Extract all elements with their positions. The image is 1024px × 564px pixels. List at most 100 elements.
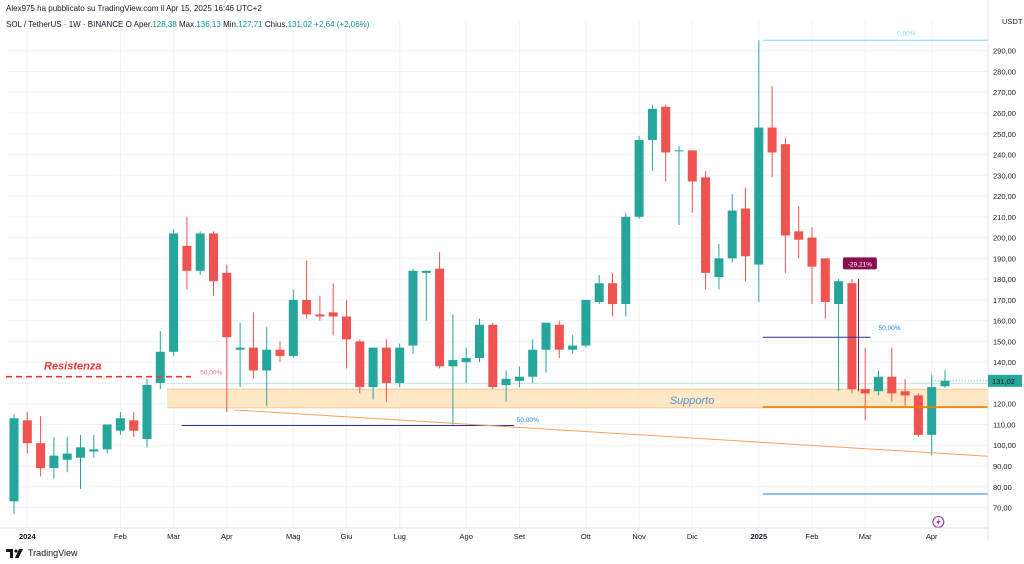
candle (568, 335, 578, 354)
candle (235, 322, 245, 388)
candle (49, 436, 59, 479)
time-tick-label: Feb (114, 532, 127, 541)
price-tick-label: 160,00 (993, 317, 1016, 326)
time-tick-label: Mar (167, 532, 180, 541)
last-price-label: 131,02 (992, 377, 1015, 386)
candle-body (900, 391, 910, 396)
price-axis[interactable]: USDT 290,00 280,00 270,00 260,00 250,00 240,00… (931, 0, 1023, 540)
candle (514, 366, 524, 388)
low-value: 127,71 (238, 20, 263, 29)
candle (368, 347, 378, 400)
candle-body (395, 347, 405, 383)
candle (780, 137, 790, 273)
candle-body (115, 418, 125, 431)
candle (421, 270, 431, 321)
lightning-icon[interactable] (932, 516, 945, 528)
candle-body (661, 106, 671, 153)
candle-body (9, 418, 19, 502)
candle (288, 289, 298, 359)
support-zone (166, 389, 988, 408)
candle (754, 40, 764, 302)
candle-body (847, 283, 857, 390)
candle-body (368, 347, 378, 388)
price-tick-label: 110,00 (993, 420, 1015, 429)
resistance-label: Resistenza (44, 360, 101, 372)
candle-body (222, 272, 232, 338)
candle-body (381, 347, 391, 383)
symbol-legend[interactable]: SOL / TetherUS · 1W · BINANCE O Aper.128… (6, 20, 369, 29)
drawings-back (166, 383, 988, 409)
candle-body (514, 376, 524, 381)
candle (315, 295, 325, 321)
candle-body (315, 314, 325, 317)
candle-body (568, 345, 578, 350)
candle (741, 187, 750, 282)
price-tick-label: 250,00 (993, 130, 1016, 139)
candle (940, 370, 950, 388)
candle-body (76, 447, 85, 458)
price-tick-label: 140,00 (993, 358, 1016, 367)
candle (262, 326, 272, 406)
open-value: 128,38 (152, 20, 177, 29)
candle (381, 339, 391, 402)
candle-body (36, 443, 46, 469)
lightning-bolt (936, 518, 941, 526)
candle (155, 331, 165, 390)
candle-body (634, 139, 644, 217)
price-tick-label: 150,00 (993, 337, 1016, 346)
low-text: Min. (223, 20, 239, 29)
time-tick-label: Nov (632, 532, 646, 541)
candle-body (142, 385, 152, 440)
candle (102, 424, 112, 454)
candles (9, 40, 950, 514)
fib-mid-label: 50,00% (879, 325, 901, 332)
candle (767, 85, 777, 178)
candle-body (621, 216, 631, 305)
candle-body (820, 258, 830, 302)
price-tick-label: 170,00 (993, 296, 1016, 305)
candle (501, 370, 511, 402)
price-tick-label: 220,00 (993, 192, 1016, 201)
time-tick-label: 2025 (750, 532, 767, 541)
candle-body (807, 237, 817, 267)
candle-body (461, 358, 471, 363)
tradingview-footer[interactable]: TradingView (6, 548, 78, 558)
candle-body (647, 108, 657, 140)
candle-body (248, 347, 258, 371)
candle-body (22, 420, 32, 444)
candle-body (501, 378, 511, 386)
candle (874, 370, 883, 396)
candle-body (727, 210, 737, 259)
candle (887, 347, 897, 402)
candle (647, 104, 657, 172)
candle (408, 268, 418, 354)
time-tick-label: Mag (286, 532, 301, 541)
candle-body (860, 389, 870, 394)
candle (634, 135, 644, 219)
candle (328, 283, 338, 336)
candle-body (687, 150, 697, 182)
candle (36, 416, 46, 477)
price-tick-label: 290,00 (993, 47, 1016, 56)
time-tick-label: Mar (859, 532, 872, 541)
candle-body (302, 299, 312, 315)
candle (541, 322, 551, 373)
time-tick-label: Apr (221, 532, 233, 541)
candle (913, 393, 923, 437)
candle (209, 231, 218, 296)
time-axis[interactable]: 2024 Feb Mar Apr Mag Giu Lug Ago Set Ott Nov Dic 202… (0, 527, 988, 541)
time-tick-label: Apr (926, 532, 938, 541)
price-tick-label: 240,00 (993, 151, 1016, 160)
price-tick-label: 100,00 (993, 441, 1016, 450)
high-text: Max. (179, 20, 197, 29)
candle-body (89, 449, 99, 452)
price-tick-label: 230,00 (993, 171, 1016, 180)
candle (62, 436, 72, 473)
candle (847, 279, 857, 394)
candle (435, 252, 445, 369)
candle (248, 312, 258, 379)
candle-body (195, 233, 205, 271)
candle (900, 378, 910, 406)
candle-body (49, 455, 59, 469)
